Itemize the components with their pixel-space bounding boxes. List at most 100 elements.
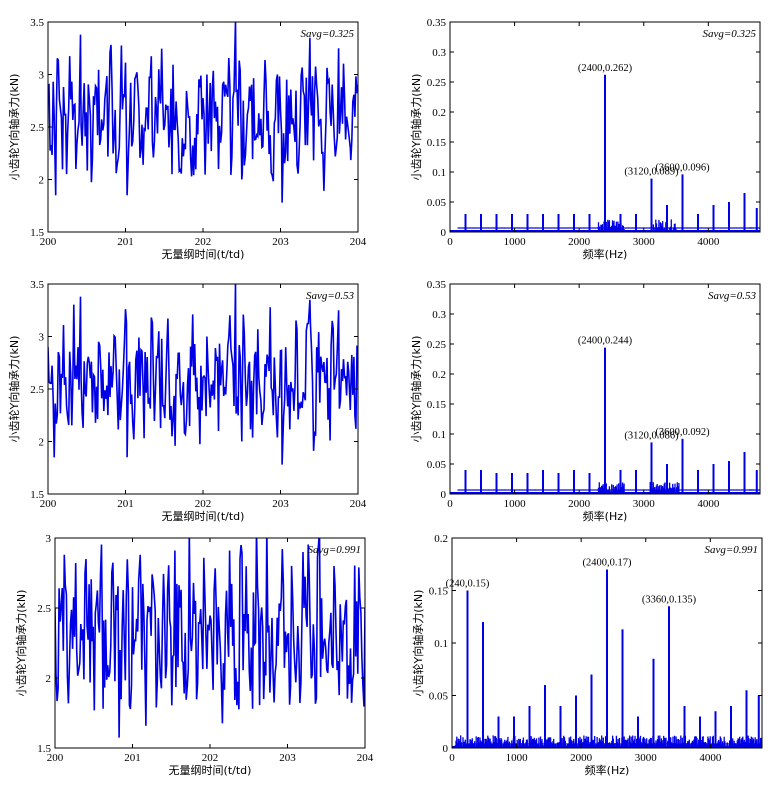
x-tick-label-4: 4000 [699, 752, 722, 764]
savg-annotation: Savg=0.991 [307, 544, 361, 556]
signal-line [48, 284, 358, 465]
y-tick-label-2: 0.1 [432, 167, 446, 179]
y-tick-label-3: 0.15 [427, 137, 447, 149]
y-tick-label-4: 0.2 [432, 107, 446, 119]
x-axis-label: 无量纲时间(t/td) [169, 764, 252, 777]
y-tick-label-2: 0.1 [432, 429, 446, 441]
x-tick-label-3: 3000 [633, 236, 656, 248]
spectrum-noise-cluster-1 [649, 482, 680, 494]
y-tick-label-3: 3 [46, 533, 52, 545]
axes-frame [47, 21, 359, 233]
x-tick-label-2: 2000 [568, 236, 591, 248]
x-tick-label-4: 4000 [697, 236, 720, 248]
y-axis-label: 小齿轮Y向轴承力(kN) [7, 74, 21, 181]
y-tick-label-1: 2 [39, 175, 45, 187]
y-tick-label-1: 0.05 [429, 691, 449, 703]
data-layer [450, 74, 760, 232]
x-tick-label-0: 0 [447, 498, 453, 510]
axes-frame [449, 21, 761, 233]
x-tick-label-0: 200 [40, 236, 57, 248]
y-tick-label-2: 2.5 [30, 122, 44, 134]
data-layer [450, 347, 760, 494]
y-tick-label-1: 0.05 [427, 459, 447, 471]
y-tick-label-0: 0 [443, 743, 449, 755]
y-tick-label-4: 0.2 [434, 533, 448, 545]
y-axis-label: 小齿轮Y向轴承力(kN) [14, 590, 28, 697]
x-tick-label-1: 1000 [506, 752, 529, 764]
y-tick-label-7: 0.35 [427, 279, 447, 291]
y-tick-label-1: 0.05 [427, 197, 447, 209]
chart-panel-p1: 200 201 202 203 204 1.5 2 2.5 3 3.5 无量纲时间(t/td) 小齿轮… [7, 17, 367, 261]
y-tick-label-1: 2 [46, 673, 52, 685]
x-axis-label: 频率(Hz) [583, 247, 628, 261]
x-tick-label-3: 3000 [635, 752, 658, 764]
x-tick-label-3: 203 [279, 752, 296, 764]
x-tick-label-2: 202 [195, 236, 212, 248]
y-tick-label-3: 3 [39, 70, 45, 82]
y-tick-label-0: 1.5 [37, 743, 51, 755]
x-tick-label-1: 1000 [504, 498, 527, 510]
x-tick-label-4: 204 [350, 236, 367, 248]
x-tick-label-1: 201 [117, 498, 134, 510]
savg-annotation: Savg=0.991 [704, 544, 758, 556]
signal-line [55, 538, 365, 738]
x-axis-label: 无量纲时间(t/td) [162, 510, 245, 523]
y-axis-label: 小齿轮Y向轴承力(kN) [409, 74, 423, 181]
x-tick-label-4: 204 [350, 498, 367, 510]
data-layer [48, 284, 358, 465]
x-tick-label-1: 1000 [504, 236, 527, 248]
chart-panel-p2: (2400,0.262) (3120,0.089)(3600,0.096) 0 100… [409, 17, 761, 261]
savg-annotation: Savg=0.53 [306, 290, 355, 302]
x-tick-label-3: 203 [272, 498, 289, 510]
y-tick-label-0: 0 [441, 489, 447, 501]
x-tick-label-4: 204 [357, 752, 374, 764]
x-tick-label-2: 2000 [570, 752, 593, 764]
spectrum-noise-cluster-1 [652, 219, 677, 232]
y-axis-label: 小齿轮Y向轴承力(kN) [7, 336, 21, 443]
peak-label-1: (3120,0.086) [624, 430, 679, 441]
chart-panel-p5: 200 201 202 203 204 1.5 2 2.5 3 无量纲时间(t/td) 小齿轮Y向轴… [14, 533, 374, 777]
y-tick-label-7: 0.35 [427, 17, 447, 29]
y-tick-label-5: 0.25 [427, 77, 447, 89]
savg-annotation: Savg=0.53 [708, 290, 757, 302]
peak-label-0: (2400,0.244) [578, 336, 633, 347]
y-tick-label-1: 2 [39, 437, 45, 449]
x-tick-label-3: 203 [272, 236, 289, 248]
signal-line [48, 22, 358, 203]
savg-annotation: Savg=0.325 [300, 28, 354, 40]
x-tick-label-0: 0 [447, 236, 453, 248]
x-tick-label-4: 4000 [697, 498, 720, 510]
chart-panel-p6: (240,0.15) (2400,0.17) (3360,0.135) 0 1000 20… [411, 533, 763, 777]
x-tick-label-1: 201 [124, 752, 141, 764]
y-tick-label-5: 0.25 [427, 339, 447, 351]
x-axis-label: 无量纲时间(t/td) [162, 248, 245, 261]
x-tick-label-1: 201 [117, 236, 134, 248]
axes-frame [449, 283, 761, 495]
x-axis-label: 频率(Hz) [585, 763, 630, 777]
x-tick-label-2: 202 [202, 752, 219, 764]
y-tick-label-3: 3 [39, 332, 45, 344]
y-tick-label-4: 3.5 [30, 17, 44, 29]
peak-label-1: (2400,0.17) [583, 558, 632, 569]
y-tick-label-2: 0.1 [434, 638, 448, 650]
data-layer [452, 569, 762, 748]
peak-label-2: (3600,0.096) [655, 162, 710, 173]
y-tick-label-4: 0.2 [432, 369, 446, 381]
data-layer [55, 538, 365, 738]
y-tick-label-3: 0.15 [427, 399, 447, 411]
y-tick-label-6: 0.3 [432, 47, 446, 59]
y-tick-label-0: 1.5 [30, 227, 44, 239]
x-tick-label-3: 3000 [633, 498, 656, 510]
peak-label-2: (3600,0.092) [655, 427, 710, 438]
y-tick-label-0: 0 [441, 227, 447, 239]
y-axis-label: 小齿轮Y向轴承力(kN) [409, 336, 423, 443]
peak-label-1: (3120,0.089) [624, 167, 679, 178]
data-layer [48, 22, 358, 203]
y-tick-label-6: 0.3 [432, 309, 446, 321]
peak-label-0: (240,0.15) [446, 579, 490, 590]
x-tick-label-2: 202 [195, 498, 212, 510]
y-tick-label-0: 1.5 [30, 489, 44, 501]
y-axis-label: 小齿轮Y向轴承力(kN) [411, 590, 425, 697]
x-axis-label: 频率(Hz) [583, 509, 628, 523]
